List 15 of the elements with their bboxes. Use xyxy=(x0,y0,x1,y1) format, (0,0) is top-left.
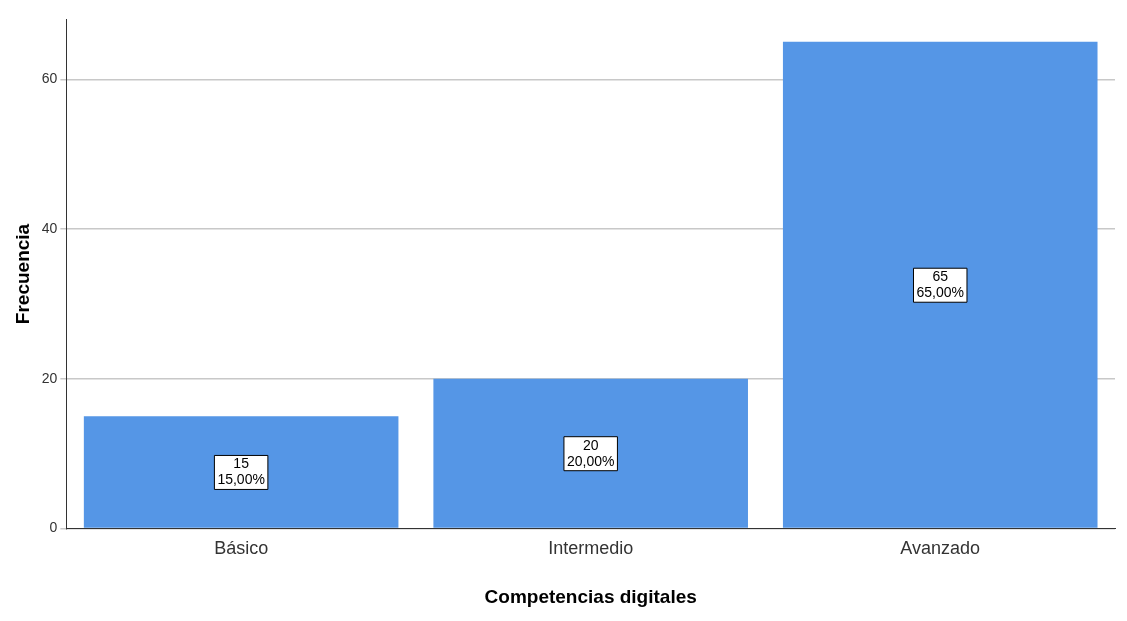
y-tick-label: 60 xyxy=(41,70,58,87)
x-tick-label: Avanzado xyxy=(900,538,981,559)
bar xyxy=(782,41,1098,528)
x-tick-label: Intermedio xyxy=(548,538,634,559)
y-tick-label: 40 xyxy=(41,219,58,236)
y-tick-label: 20 xyxy=(41,369,58,386)
data-label: 65 65,00% xyxy=(916,268,964,301)
data-label: 20 20,00% xyxy=(566,436,615,469)
y-axis-title: Frecuencia xyxy=(11,223,33,325)
data-label: 15 15,00% xyxy=(217,455,265,488)
bar xyxy=(83,416,399,528)
y-tick-label: 0 xyxy=(49,519,58,536)
bar xyxy=(433,378,748,528)
x-axis-title: Competencias digitales xyxy=(484,585,697,607)
x-tick-label: Básico xyxy=(214,538,269,559)
